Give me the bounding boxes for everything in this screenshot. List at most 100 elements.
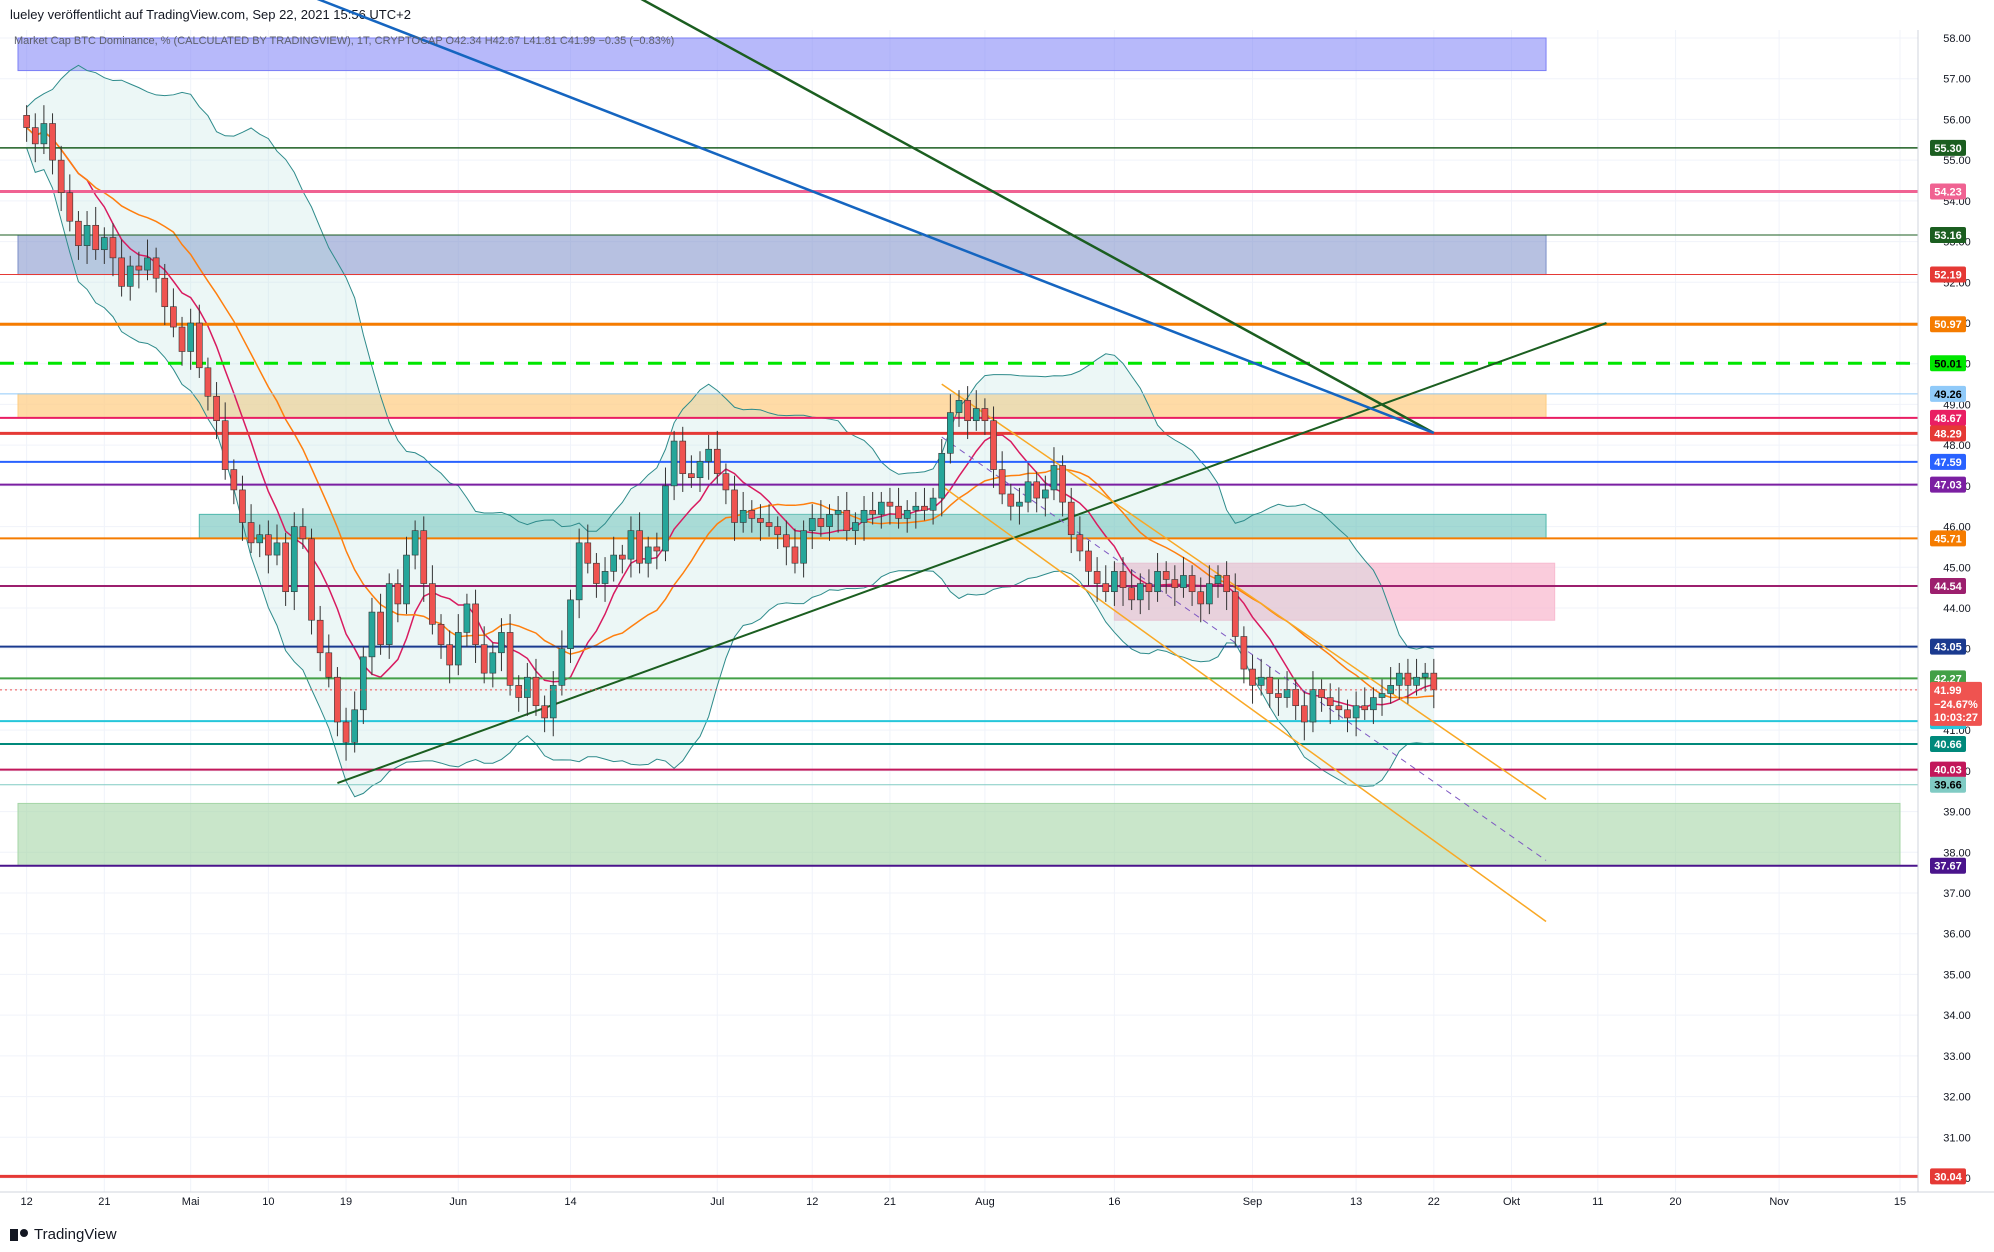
candle-body [636,530,643,564]
price-tick-label: 31.00 [1943,1132,1971,1144]
candle-body [921,505,928,511]
candle-body [1430,672,1438,691]
candle-body [1223,575,1230,593]
candle-body [1266,676,1274,694]
green-down-trendline [640,0,1435,435]
candle-body [696,461,704,479]
price-axis[interactable]: 58.0057.0056.0055.0054.0053.0052.0051.00… [0,30,1994,1192]
candle-body [1352,705,1360,719]
candle-body [1344,709,1351,719]
candle-body [239,489,246,523]
candle-body [783,534,790,548]
upper-blue-zone [17,37,1547,72]
candle-body [903,509,911,519]
current-price-change: −24.67% [1934,699,1978,711]
candle-body [1370,697,1377,711]
candle-body [912,505,920,511]
level-badge-label: 40.03 [1934,765,1962,777]
level-badge [1930,425,1966,442]
candle-body [92,224,100,251]
candle-body [998,469,1006,495]
level-badge-label: 44.54 [1934,581,1962,593]
level-badge-label: 43.05 [1934,642,1962,654]
candle-body [403,554,410,605]
level-badge-label: 47.59 [1934,457,1962,469]
candle-body [135,265,143,271]
price-tick-label: 32.00 [1943,1092,1971,1104]
candle-body [66,192,74,222]
candle-body [774,526,782,536]
level-badge-label: 50.97 [1934,319,1962,331]
horizontal-levels [0,147,1918,1178]
candle-body [420,530,428,584]
time-axis[interactable]: 12 21 Mai 10 19 Jun 14 Jul 12 21 Aug 16 Sep 13 22 Okt 11… [0,1191,1994,1222]
candle-body [411,530,419,556]
candle-body [152,257,160,279]
bollinger-upper [26,64,1434,650]
candle-body [1162,571,1170,580]
tradingview-logo[interactable]: TradingView [10,1226,117,1243]
candle-body [498,632,505,654]
level-badge [1930,761,1966,778]
candle-body [757,518,764,523]
candle-body [195,322,203,369]
candle-body [1188,575,1196,593]
candle-body [437,623,445,645]
level-badge-label: 52.19 [1934,270,1962,282]
candle-body [1335,705,1343,711]
level-badge-label: 40.66 [1934,739,1962,751]
bollinger-band [26,64,1435,798]
time-tick-label: 15 [1894,1196,1906,1208]
candle-body [463,603,471,633]
candle-body [40,123,48,145]
candle-body [1283,689,1291,698]
time-tick-label: 21 [884,1196,896,1208]
time-tick-label: 21 [98,1196,110,1208]
mid-blue-zone [17,234,1547,276]
price-tick-label: 44.00 [1943,603,1971,615]
candle-body [247,522,255,544]
publisher-text: lueley veröffentlicht auf TradingView.co… [10,7,411,22]
time-tick-label: 14 [564,1196,576,1208]
candle-body [1404,672,1412,686]
price-tick-label: 57.00 [1943,74,1971,86]
channel-upper-line [941,383,1547,800]
level-badge [1930,638,1966,655]
candle-body [265,534,272,556]
candle-body [990,420,997,470]
candle-body [731,489,738,523]
candle-body [1007,493,1015,507]
candle-body [1361,705,1369,711]
candle-body [739,509,747,523]
candle-body [489,652,497,674]
level-badge-label: 37.67 [1934,861,1962,873]
candle-body [1275,693,1282,698]
candle-body [282,542,289,593]
candle-body [765,522,773,527]
price-tick-label: 55.00 [1943,155,1971,167]
price-tick-label: 38.00 [1943,847,1971,859]
candle-body [627,530,635,560]
level-badge [1930,530,1966,547]
candle-body [273,542,281,556]
candle-body [1154,571,1161,593]
candle-body [1076,534,1084,552]
price-axis-bg [1918,30,1994,1192]
time-tick-label: 12 [806,1196,818,1208]
candle-body [817,518,825,527]
candle-body [1119,571,1127,588]
candle-body [860,509,868,523]
candle-body [187,322,194,352]
current-price-value: 41.99 [1934,685,1962,697]
candle-body [670,440,678,487]
time-tick-label: 11 [1592,1196,1603,1208]
pink-zone [1113,562,1556,621]
candle-body [1395,672,1403,686]
tradingview-brand-text: TradingView [34,1226,117,1243]
candle-body [800,530,807,564]
candle-body [126,265,134,287]
candle-body [1093,571,1101,584]
candle-body [1111,571,1118,593]
level-badge-label: 48.67 [1934,413,1962,425]
